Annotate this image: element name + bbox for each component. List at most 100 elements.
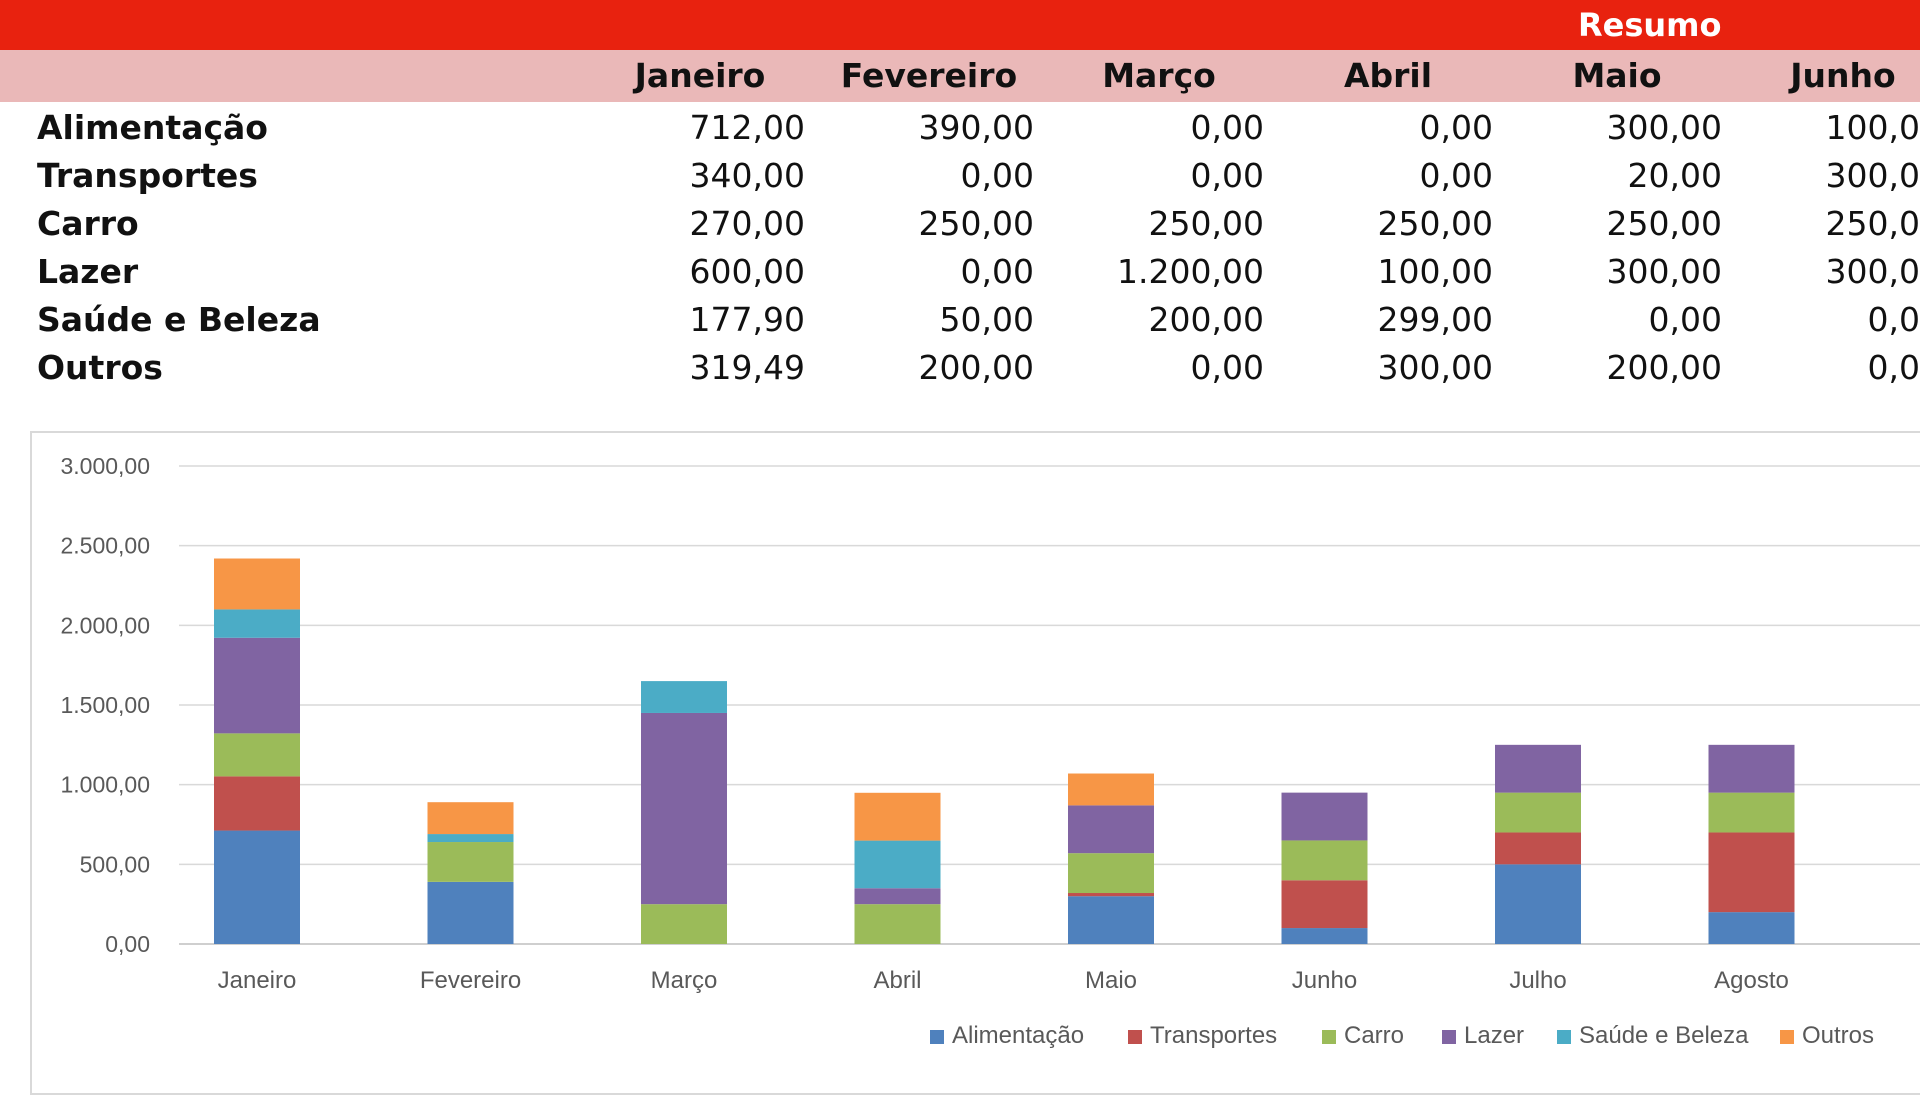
- bar-segment: [1068, 773, 1154, 806]
- table-cell: 0,0: [1867, 300, 1920, 339]
- table-cell: 250,00: [918, 204, 1034, 243]
- bar-segment: [854, 840, 941, 889]
- month-header-marco: Março: [1102, 56, 1216, 95]
- chart-area: 0,00 500,00 1.000,00 1.500,00 2.000,00 2.500,…: [30, 431, 1920, 1095]
- table-cell: 712,00: [689, 108, 805, 147]
- row-label: Transportes: [37, 156, 258, 195]
- month-header-maio: Maio: [1572, 56, 1662, 95]
- row-label: Alimentação: [37, 108, 268, 147]
- bar-segment: [1495, 792, 1581, 833]
- table-cell: 300,00: [1606, 252, 1722, 291]
- x-tick-label: Maio: [1085, 967, 1137, 994]
- table-cell: 250,00: [1606, 204, 1722, 243]
- legend-swatch: [1557, 1030, 1571, 1044]
- legend-label: Lazer: [1464, 1022, 1524, 1049]
- bar-segment: [854, 888, 941, 905]
- x-tick-label: Agosto: [1714, 967, 1789, 994]
- bar-segment: [1495, 864, 1581, 944]
- bar-segment: [1708, 744, 1795, 793]
- month-header-fevereiro: Fevereiro: [840, 56, 1018, 95]
- stacked-bar-chart: 0,00 500,00 1.000,00 1.500,00 2.000,00 2.500,…: [60, 453, 1920, 1049]
- bar-segment: [214, 609, 300, 638]
- bar-segment: [854, 904, 941, 944]
- y-tick-label: 2.500,00: [60, 533, 150, 559]
- bar-segment: [1495, 832, 1581, 865]
- bar-segment: [214, 637, 300, 734]
- x-tick-label: Março: [651, 967, 718, 994]
- legend-label: Outros: [1802, 1022, 1874, 1049]
- bar-segment: [1281, 840, 1368, 881]
- bar-segment: [641, 712, 727, 905]
- table-cell: 100,0: [1825, 108, 1920, 147]
- y-tick-label: 2.000,00: [60, 612, 150, 638]
- table-cell: 1.200,00: [1117, 252, 1264, 291]
- x-tick-label: Julho: [1509, 967, 1566, 994]
- table-cell: 300,0: [1825, 156, 1920, 195]
- table-cell: 0,00: [1648, 300, 1722, 339]
- table-cell: 200,00: [1148, 300, 1264, 339]
- table-cell: 250,00: [1377, 204, 1493, 243]
- table-cell: 250,0: [1825, 204, 1920, 243]
- row-label: Lazer: [37, 252, 139, 291]
- table-cell: 0,00: [1190, 348, 1264, 387]
- bar-segment: [214, 830, 300, 944]
- legend-label: Carro: [1344, 1022, 1404, 1049]
- table-cell: 0,0: [1867, 348, 1920, 387]
- table-cell: 20,00: [1627, 156, 1722, 195]
- table-row: Carro 270,00 250,00 250,00 250,00 250,00…: [0, 200, 1920, 248]
- table-row: Outros 319,49 200,00 0,00 300,00 200,00 …: [0, 344, 1920, 392]
- legend-label: Alimentação: [952, 1022, 1084, 1049]
- legend-swatch: [1128, 1030, 1142, 1044]
- y-tick-label: 3.000,00: [60, 453, 150, 479]
- bar-segment: [427, 842, 514, 882]
- bar-segment: [1281, 928, 1368, 944]
- x-tick-label: Janeiro: [218, 967, 297, 994]
- bar-segment: [1495, 744, 1581, 793]
- bar-segment: [214, 733, 300, 777]
- table-cell: 0,00: [1190, 108, 1264, 147]
- table-cell: 390,00: [918, 108, 1034, 147]
- bar-segment: [1281, 792, 1368, 841]
- bar-segment: [1708, 912, 1795, 944]
- month-header-abril: Abril: [1343, 56, 1433, 95]
- bar-segment: [1281, 880, 1368, 929]
- legend-swatch: [930, 1030, 944, 1044]
- bar-segment: [854, 792, 941, 841]
- table-cell: 299,00: [1377, 300, 1493, 339]
- table-cell: 0,00: [1419, 108, 1493, 147]
- month-header-janeiro: Janeiro: [634, 56, 766, 95]
- month-header-row: Janeiro Fevereiro Março Abril Maio Junho: [0, 50, 1920, 102]
- bar-segment: [1068, 805, 1154, 854]
- legend-label: Transportes: [1150, 1022, 1277, 1049]
- table-cell: 0,00: [1419, 156, 1493, 195]
- bar-segment: [1068, 896, 1154, 944]
- x-tick-label: Fevereiro: [420, 967, 521, 994]
- table-row: Alimentação 712,00 390,00 0,00 0,00 300,…: [0, 104, 1920, 152]
- bar-segment: [427, 881, 514, 944]
- table-cell: 600,00: [689, 252, 805, 291]
- table-cell: 50,00: [939, 300, 1034, 339]
- table-cell: 300,00: [1377, 348, 1493, 387]
- bar-segment: [427, 834, 514, 843]
- month-header-junho: Junho: [1790, 56, 1896, 95]
- table-cell: 0,00: [960, 252, 1034, 291]
- row-label: Saúde e Beleza: [37, 300, 321, 339]
- bar-segment: [1068, 853, 1154, 894]
- bar-segment: [641, 681, 727, 713]
- table-cell: 270,00: [689, 204, 805, 243]
- x-tick-label: Junho: [1292, 967, 1357, 994]
- table-row: Transportes 340,00 0,00 0,00 0,00 20,00 …: [0, 152, 1920, 200]
- table-cell: 300,0: [1825, 252, 1920, 291]
- y-tick-label: 1.000,00: [60, 772, 150, 798]
- table-cell: 319,49: [689, 348, 805, 387]
- bar-segment: [1068, 893, 1154, 897]
- table-cell: 0,00: [960, 156, 1034, 195]
- row-label: Carro: [37, 204, 139, 243]
- header-bar: Resumo: [0, 0, 1920, 50]
- bar-segment: [641, 904, 727, 944]
- y-tick-label: 0,00: [105, 931, 150, 957]
- row-label: Outros: [37, 348, 163, 387]
- table-cell: 0,00: [1190, 156, 1264, 195]
- legend-swatch: [1322, 1030, 1336, 1044]
- legend-label: Saúde e Beleza: [1579, 1022, 1749, 1049]
